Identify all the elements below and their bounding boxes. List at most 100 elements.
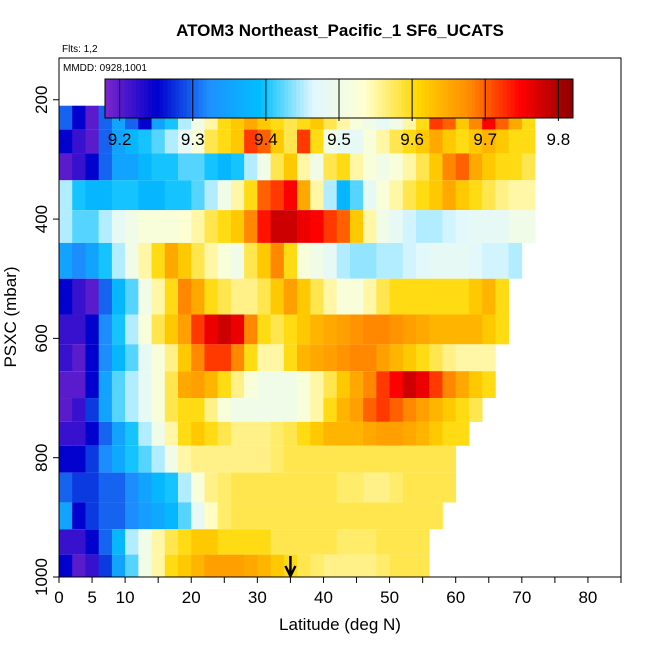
heatmap-cell <box>482 180 496 211</box>
heatmap-cell <box>363 445 377 473</box>
heatmap-cell <box>389 344 404 372</box>
heatmap-cell <box>455 153 470 181</box>
heatmap-cell <box>164 502 179 530</box>
heatmap-cell <box>85 398 100 422</box>
heatmap-cell <box>416 242 430 279</box>
heatmap-cell <box>204 445 219 473</box>
colorbar-segment <box>276 79 281 118</box>
heatmap-cell <box>429 421 443 446</box>
heatmap-cell <box>85 371 100 399</box>
heatmap-cell <box>402 278 417 315</box>
heatmap-cell <box>72 445 86 473</box>
heatmap-cell <box>217 344 232 372</box>
colorbar-segment <box>448 79 453 118</box>
heatmap-cell <box>310 421 324 446</box>
heatmap-cell <box>389 153 404 181</box>
y-axis-label: PSXC (mbar) <box>1 266 20 367</box>
heatmap-cell <box>402 398 417 422</box>
heatmap-cell <box>349 554 364 577</box>
heatmap-cell <box>111 472 126 503</box>
colorbar-segment <box>210 79 215 118</box>
colorbar-segment <box>327 79 332 118</box>
heatmap-cell <box>164 153 179 181</box>
heatmap-cell <box>442 344 457 372</box>
heatmap-cell <box>363 153 377 181</box>
heatmap-cell <box>244 529 258 555</box>
heatmap-cell <box>363 210 377 243</box>
x-tick-label: 30 <box>248 588 267 607</box>
heatmap-cell <box>244 398 258 422</box>
heatmap-cell <box>164 554 179 577</box>
heatmap-cell <box>164 129 179 154</box>
heatmap-cell <box>389 398 404 422</box>
heatmap-cell <box>72 314 86 345</box>
heatmap-cell <box>336 472 351 503</box>
heatmap-cell <box>442 180 457 211</box>
heatmap-cell <box>164 398 179 422</box>
heatmap-cell <box>257 554 271 577</box>
heatmap-cell <box>283 502 298 530</box>
heatmap-cell <box>297 554 311 577</box>
heatmap-cell <box>217 371 232 399</box>
heatmap-cell <box>363 502 377 530</box>
heatmap-cell <box>217 153 232 181</box>
heatmap-cell <box>402 242 417 279</box>
heatmap-cell <box>138 398 152 422</box>
heatmap-cell <box>257 502 271 530</box>
heatmap-cell <box>416 129 430 154</box>
colorbar-segment <box>120 79 125 118</box>
heatmap-cell <box>191 554 205 577</box>
heatmap-cell <box>138 129 152 154</box>
heatmap-cell <box>270 421 285 446</box>
heatmap-cell <box>349 129 364 154</box>
colorbar-segment <box>397 79 402 118</box>
heatmap-cell <box>204 278 219 315</box>
colorbar-segment <box>163 79 168 118</box>
heatmap-cell <box>336 180 351 211</box>
heatmap-cell <box>244 445 258 473</box>
heatmap-cell <box>244 153 258 181</box>
heatmap-cell <box>98 210 113 243</box>
heatmap-cell <box>508 153 523 181</box>
heatmap-cell <box>85 314 100 345</box>
heatmap-cell <box>98 278 113 315</box>
colorbar-segment <box>549 79 554 118</box>
heatmap-cell <box>283 242 298 279</box>
colorbar-segment <box>530 79 535 118</box>
heatmap-cell <box>98 371 113 399</box>
heatmap-cell <box>151 278 166 315</box>
colorbar-segment <box>261 79 266 118</box>
heatmap-cell <box>85 153 100 181</box>
colorbar-segment <box>147 79 153 118</box>
colorbar-segment <box>487 79 492 118</box>
heatmap-cell <box>402 502 417 530</box>
heatmap-cell <box>323 344 338 372</box>
heatmap-cell <box>257 472 271 503</box>
heatmap-cell <box>283 278 298 315</box>
heatmap-cell <box>283 371 298 399</box>
colorbar-segment <box>331 79 336 118</box>
colorbar-segment <box>300 79 305 118</box>
colorbar-segment <box>491 79 496 118</box>
heatmap-cell <box>72 371 86 399</box>
heatmap-cell <box>151 242 166 279</box>
heatmap-cell <box>283 445 298 473</box>
heatmap-cell <box>125 472 139 503</box>
heatmap-cell <box>178 398 192 422</box>
heatmap-cell <box>376 445 390 473</box>
colorbar-segment <box>264 79 270 118</box>
heatmap-cell <box>72 242 86 279</box>
heatmap-cell <box>429 180 443 211</box>
heatmap-cell <box>323 153 338 181</box>
heatmap-cell <box>59 105 73 130</box>
heatmap-cell <box>455 398 470 422</box>
heatmap-cell <box>455 278 470 315</box>
colorbar-segment <box>553 79 558 118</box>
heatmap-cell <box>336 529 351 555</box>
heatmap-cell <box>257 398 271 422</box>
colorbar-segment <box>463 79 469 118</box>
heatmap-cell <box>257 529 271 555</box>
heatmap-cell <box>230 421 245 446</box>
colorbar-segment <box>510 79 515 118</box>
heatmap-cell <box>178 529 192 555</box>
